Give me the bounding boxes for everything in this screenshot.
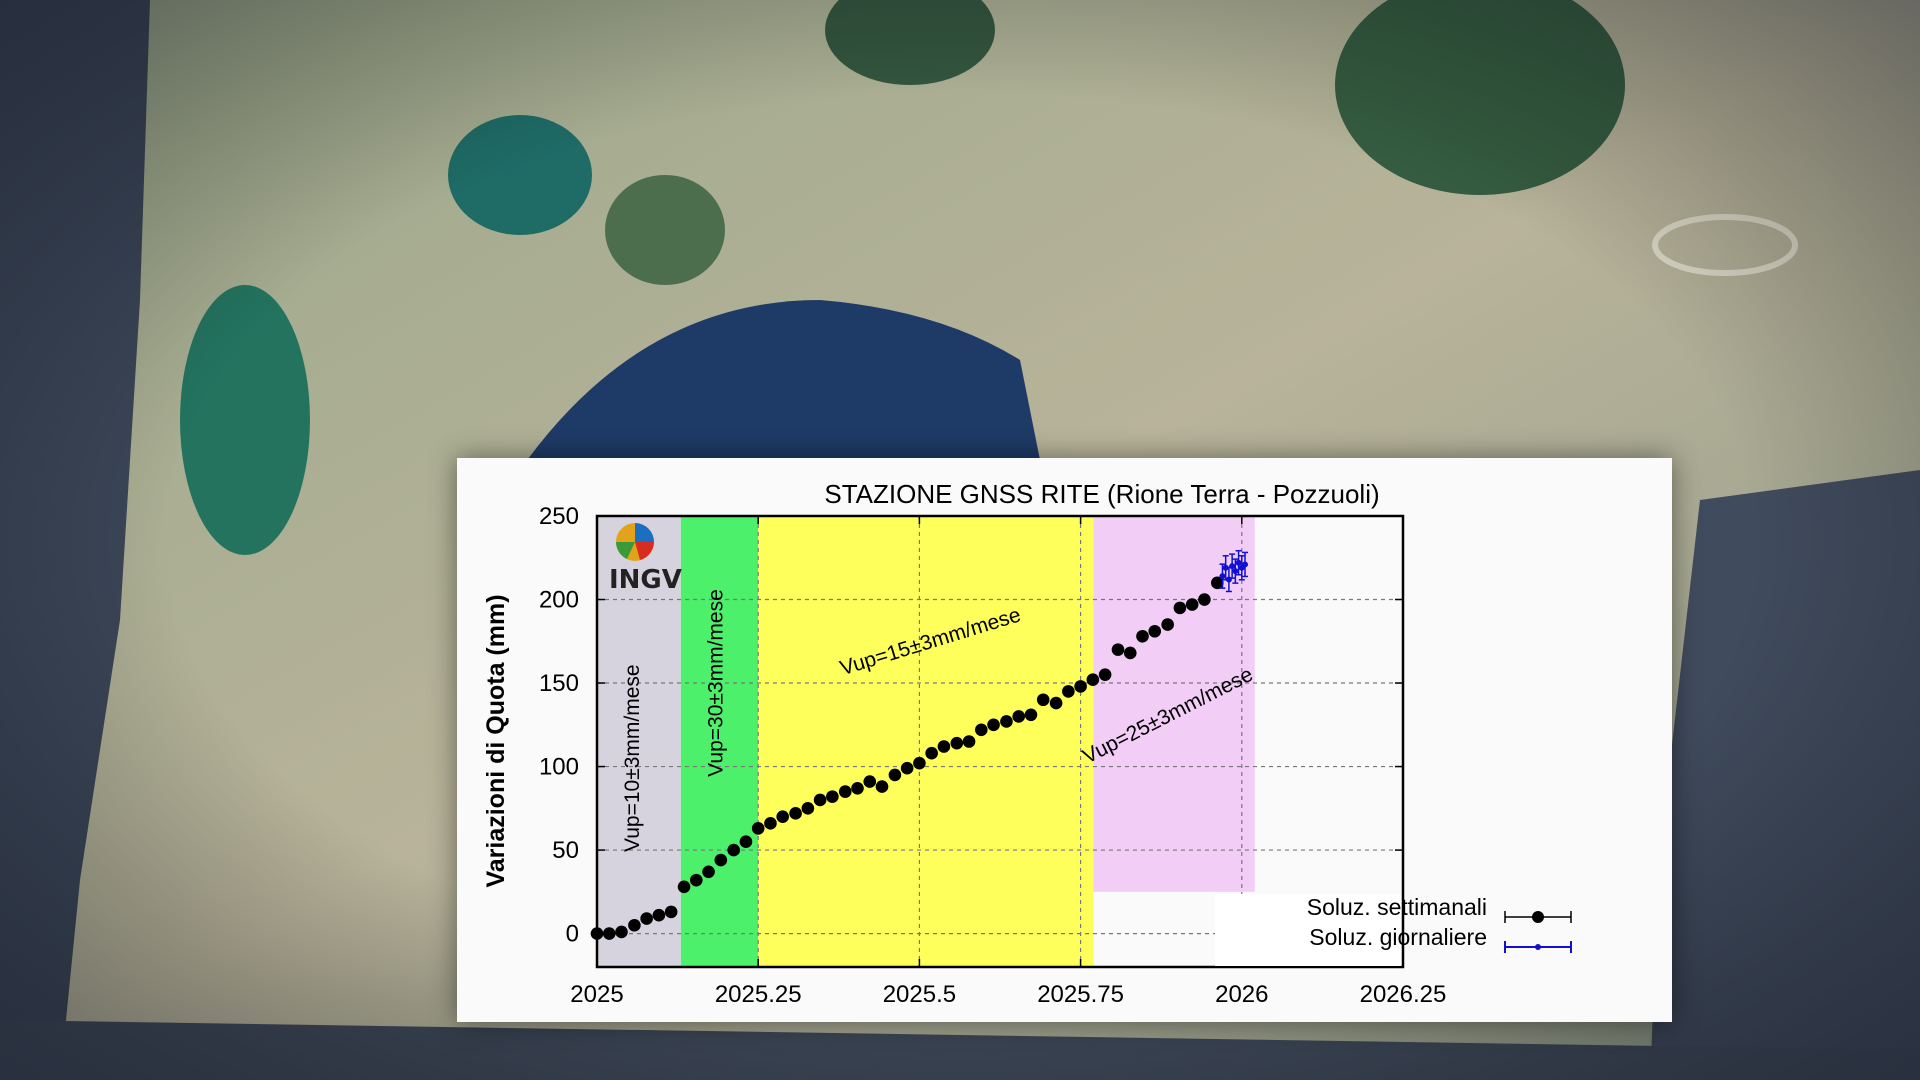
daily-point — [1232, 568, 1239, 575]
band-2 — [680, 516, 759, 967]
y-tick-label: 150 — [539, 670, 579, 697]
weekly-point — [937, 740, 951, 753]
weekly-point — [1036, 693, 1050, 707]
weekly-point — [875, 780, 889, 793]
weekly-point — [714, 853, 728, 867]
x-tick-label: 2025 — [570, 981, 623, 1008]
weekly-point — [1062, 685, 1075, 698]
weekly-point — [689, 873, 703, 887]
weekly-point — [888, 768, 902, 782]
legend-background — [1215, 894, 1401, 966]
plot-frame — [595, 514, 1405, 969]
weekly-point — [1024, 708, 1038, 722]
weekly-point — [1086, 673, 1100, 686]
weekly-point — [975, 723, 988, 737]
legend-marker-weekly — [1504, 911, 1572, 923]
legend-dot-daily — [1535, 944, 1541, 950]
rate-bands — [597, 516, 1255, 967]
weekly-point — [615, 925, 628, 939]
weekly-point — [789, 807, 802, 820]
ingv-globe-blue — [635, 523, 654, 542]
daily-point — [1235, 559, 1242, 566]
weekly-point — [602, 927, 616, 940]
weekly-point — [1074, 680, 1087, 693]
chart-title: STAZIONE GNSS RITE (Rione Terra - Pozzuo… — [824, 479, 1379, 509]
data-series — [590, 550, 1249, 940]
x-tick-label: 2025.5 — [883, 981, 956, 1008]
legend-marker-daily — [1504, 941, 1572, 953]
weekly-point — [1111, 643, 1125, 656]
weekly-point — [813, 793, 827, 807]
chart-panel: 0 50 100 150 200 250 2025 2025.25 2025.5 2025.75… — [457, 458, 1672, 1022]
weekly-point — [1148, 624, 1162, 638]
band-1 — [597, 516, 681, 967]
weekly-point — [628, 918, 641, 932]
weekly-point — [640, 912, 653, 925]
weekly-point — [1173, 601, 1187, 615]
weekly-point — [727, 843, 740, 857]
gnss-chart: 0 50 100 150 200 250 2025 2025.25 2025.5 2025.75… — [482, 479, 1572, 1008]
weekly-point — [1012, 710, 1025, 723]
legend-label-daily: Soluz. giornaliere — [1309, 924, 1487, 950]
y-axis-label: Variazioni di Quota (mm) — [482, 594, 510, 887]
y-tick-label: 200 — [539, 587, 579, 614]
y-tick-label: 50 — [552, 837, 579, 864]
weekly-point — [1210, 576, 1224, 590]
x-tick-label: 2026.25 — [1360, 981, 1447, 1008]
weekly-point — [801, 802, 815, 815]
weekly-point — [1161, 618, 1174, 631]
weekly-point — [1198, 593, 1211, 606]
weekly-point — [764, 817, 777, 830]
daily-point — [1229, 563, 1236, 570]
weekly-point — [950, 736, 964, 750]
weekly-point — [1185, 598, 1199, 611]
weekly-point — [838, 785, 852, 798]
legend-dot-weekly — [1532, 911, 1544, 923]
weekly-point — [851, 781, 864, 795]
weekly-point — [751, 822, 765, 835]
weekly-point — [913, 756, 926, 770]
weekly-point — [664, 905, 678, 919]
ingv-globe-red — [635, 542, 654, 560]
legend: Soluz. settimanali Soluz. giornaliere — [1215, 894, 1572, 966]
weekly-point — [739, 835, 753, 849]
daily-point — [1242, 561, 1249, 568]
weekly-point — [1000, 715, 1013, 728]
weekly-point — [863, 775, 877, 788]
weekly-point — [652, 908, 666, 922]
legend-label-weekly: Soluz. settimanali — [1307, 894, 1487, 920]
weekly-point — [776, 810, 790, 823]
ingv-logo: INGV — [609, 523, 682, 595]
weekly-point — [1123, 646, 1137, 660]
ingv-globe-green — [616, 542, 635, 559]
band-3 — [758, 516, 1094, 967]
weekly-point — [1049, 696, 1063, 710]
x-tick-label: 2025.75 — [1037, 981, 1124, 1008]
y-tick-label: 0 — [566, 921, 579, 948]
grid-lines — [597, 516, 1403, 967]
daily-point — [1219, 573, 1226, 580]
x-ticks: 2025 2025.25 2025.5 2025.75 2026 2026.25 — [570, 516, 1446, 1008]
weekly-point — [925, 746, 938, 760]
weekly-point — [987, 718, 1000, 732]
x-tick-label: 2026 — [1215, 981, 1268, 1008]
x-tick-label: 2025.25 — [715, 981, 802, 1008]
weekly-point — [702, 865, 715, 879]
y-tick-label: 250 — [539, 503, 579, 530]
y-ticks: 0 50 100 150 200 250 — [539, 503, 1403, 948]
band-annotation-1: Vup=10±3mm/mese — [621, 664, 644, 852]
weekly-point — [1098, 668, 1112, 681]
ingv-logo-text: INGV — [609, 565, 682, 595]
weekly-point — [1136, 629, 1149, 643]
weekly-point — [677, 880, 691, 894]
weekly-point — [826, 790, 839, 803]
y-tick-label: 100 — [539, 754, 579, 781]
band-annotation-2: Vup=30±3mm/mese — [705, 589, 728, 777]
weekly-point — [900, 761, 914, 775]
weekly-point — [962, 735, 976, 748]
daily-point — [1222, 564, 1229, 571]
